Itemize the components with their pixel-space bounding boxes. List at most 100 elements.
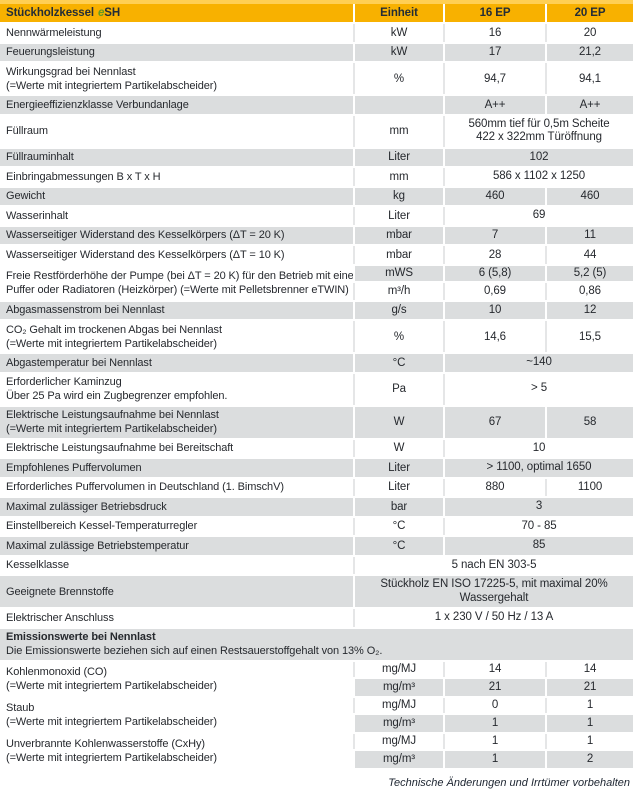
value-cell: 5,2 (5) (545, 265, 633, 281)
value-cell: 67 (443, 406, 545, 438)
spec-row: Energieeffizienzklasse Verbundanlage A++ A… (0, 96, 633, 116)
value-cell-span: 85 (443, 537, 633, 555)
row-label: Elektrische Leistungsaufnahme bei Nennla… (0, 407, 353, 438)
unit-cell: Liter (353, 148, 443, 166)
text-line: Emissionswerte bei Nennlast (6, 631, 156, 643)
value-cell-fullspan: 5 nach EN 303-5 (353, 556, 633, 574)
value-cell: 0,69 (443, 282, 545, 300)
text-line: Maximal zulässige Betriebstemperatur (6, 539, 189, 552)
value-cell: 1 (443, 733, 545, 749)
text-line: (=Werte mit integriertem Partikelabschei… (6, 79, 217, 92)
text-line: Geeignete Brennstoffe (6, 585, 114, 598)
unit-cell (353, 96, 443, 114)
row-label: Energieeffizienzklasse Verbundanlage (0, 96, 353, 114)
text-line: CO₂ Gehalt im trockenen Abgas bei Nennla… (6, 323, 222, 336)
text-line: 85 (532, 539, 546, 551)
text-line: Wasserseitiger Widerstand des Kesselkörp… (6, 248, 285, 261)
value-cell: A++ (443, 96, 545, 114)
unit-cell: mbar (353, 246, 443, 264)
text-line: 3 (535, 500, 543, 512)
spec-row: Maximal zulässiger Betriebsdruck bar 3 (0, 498, 633, 518)
unit-cell: Liter (353, 459, 443, 477)
value-cell-fullspan: Stückholz EN ISO 17225-5, mit maximal 20… (353, 576, 633, 607)
unit-cell: °C (353, 354, 443, 372)
text-line: Abgastemperatur bei Nennlast (6, 356, 152, 369)
header-col-20ep: 20 EP (545, 4, 633, 22)
row-label: Füllraum (0, 116, 353, 147)
unit-cell: kW (353, 43, 443, 61)
unit-cell: mg/m³ (353, 714, 443, 732)
text-line: Einbringabmessungen B x T x H (6, 170, 161, 183)
row-label: Einstellbereich Kessel-Temperaturregler (0, 518, 353, 536)
value-cell-span: 10 (443, 439, 633, 457)
spec-row: Erforderliches Puffervolumen in Deutschl… (0, 478, 633, 498)
row-label: Maximal zulässiger Betriebsdruck (0, 498, 353, 516)
value-cell: 94,7 (443, 63, 545, 94)
sub-row: mg/m³ 1 1 (353, 714, 633, 732)
product-title-accent-e: e (98, 7, 105, 19)
value-cell: 17 (443, 43, 545, 61)
row-label: Feuerungsleistung (0, 44, 353, 62)
text-line: Wirkungsgrad bei Nennlast (6, 65, 136, 78)
text-line: > 5 (530, 382, 547, 395)
text-line: (=Werte mit integriertem Partikelabschei… (6, 337, 217, 350)
spec-row: Füllraum mm 560mm tief für 0,5m Scheite 422… (0, 115, 633, 149)
text-line: Elektrische Leistungsaufnahme bei Bereit… (6, 442, 234, 455)
text-line: Über 25 Pa wird ein Zugbegrenzer empfohl… (6, 390, 228, 402)
spec-row: Erforderlicher Kaminzug Über 25 Pa wird e… (0, 373, 633, 407)
value-cell: 1 (545, 714, 633, 732)
header-col-16ep: 16 EP (443, 4, 545, 22)
unit-cell: % (353, 321, 443, 352)
product-title-prefix: Stückholzkessel (6, 7, 94, 19)
text-line: Freie Restförderhöhe der Pumpe (bei ΔT =… (6, 269, 353, 282)
unit-cell: mm (353, 168, 443, 186)
spec-row: Feuerungsleistung kW 17 21,2 (0, 43, 633, 63)
unit-cell: m³/h (353, 282, 443, 300)
text-line: Puffer oder Radiatoren (Heizkörper) (=We… (6, 283, 349, 296)
spec-row: CO₂ Gehalt im trockenen Abgas bei Nennla… (0, 321, 633, 354)
text-line: Elektrischer Anschluss (6, 611, 114, 624)
spec-row: Elektrischer Anschluss 1 x 230 V / 50 Hz … (0, 609, 633, 629)
value-cell-span: 586 x 1102 x 1250 (443, 168, 633, 186)
value-cell: 58 (545, 406, 633, 438)
row-label: Füllrauminhalt (0, 149, 353, 167)
value-cell-span: 70 - 85 (443, 517, 633, 535)
row-label: Kesselklasse (0, 557, 353, 575)
text-line: Energieeffizienzklasse Verbundanlage (6, 98, 189, 111)
value-cell-span: 69 (443, 207, 633, 225)
value-cell: A++ (545, 96, 633, 114)
spec-row: Abgastemperatur bei Nennlast °C ~140 (0, 354, 633, 374)
text-line: 5 nach EN 303-5 (451, 558, 537, 571)
value-cell: 1100 (545, 478, 633, 496)
row-label: Erforderliches Puffervolumen in Deutschl… (0, 479, 353, 497)
unit-cell: % (353, 63, 443, 94)
text-line: 10 (532, 441, 546, 454)
value-cell: 7 (443, 226, 545, 244)
text-line: 69 (532, 209, 546, 221)
text-line: Unverbrannte Kohlenwasserstoffe (CxHy) (6, 737, 205, 750)
spec-row: Maximal zulässige Betriebstemperatur °C 85 (0, 537, 633, 557)
row-label: Einbringabmessungen B x T x H (0, 168, 353, 186)
row-label: Elektrischer Anschluss (0, 609, 353, 627)
value-cell-span: 560mm tief für 0,5m Scheite 422 x 322mm T… (443, 115, 633, 147)
row-label: Gewicht (0, 188, 353, 206)
text-line: 102 (529, 150, 549, 163)
sub-row: mg/MJ 14 14 (353, 661, 633, 679)
row-label: Geeignete Brennstoffe (0, 576, 353, 607)
value-cell: 28 (443, 246, 545, 264)
row-label: Unverbrannte Kohlenwasserstoffe (CxHy) (=… (0, 733, 353, 768)
value-cell: 16 (443, 24, 545, 42)
spec-row: Kohlenmonoxid (CO) (=Werte mit integriert… (0, 661, 633, 698)
spec-row: Staub (=Werte mit integriertem Partikelab… (0, 697, 633, 734)
value-cell: 2 (545, 750, 633, 768)
text-line: Erforderliches Puffervolumen in Deutschl… (6, 481, 284, 494)
table-top-rule (0, 0, 633, 4)
section-row: Emissionswerte bei Nennlast Die Emissions… (0, 628, 633, 662)
value-cell-span: 3 (443, 498, 633, 516)
spec-row: Einstellbereich Kessel-Temperaturregler °… (0, 517, 633, 537)
dual-subrows: mWS 6 (5,8) 5,2 (5) m³/h 0,69 0,86 (353, 265, 633, 300)
value-cell: 880 (443, 478, 545, 496)
row-label: Abgasmassenstrom bei Nennlast (0, 302, 353, 320)
dual-subrows: mg/MJ 14 14 mg/m³ 21 21 (353, 661, 633, 696)
